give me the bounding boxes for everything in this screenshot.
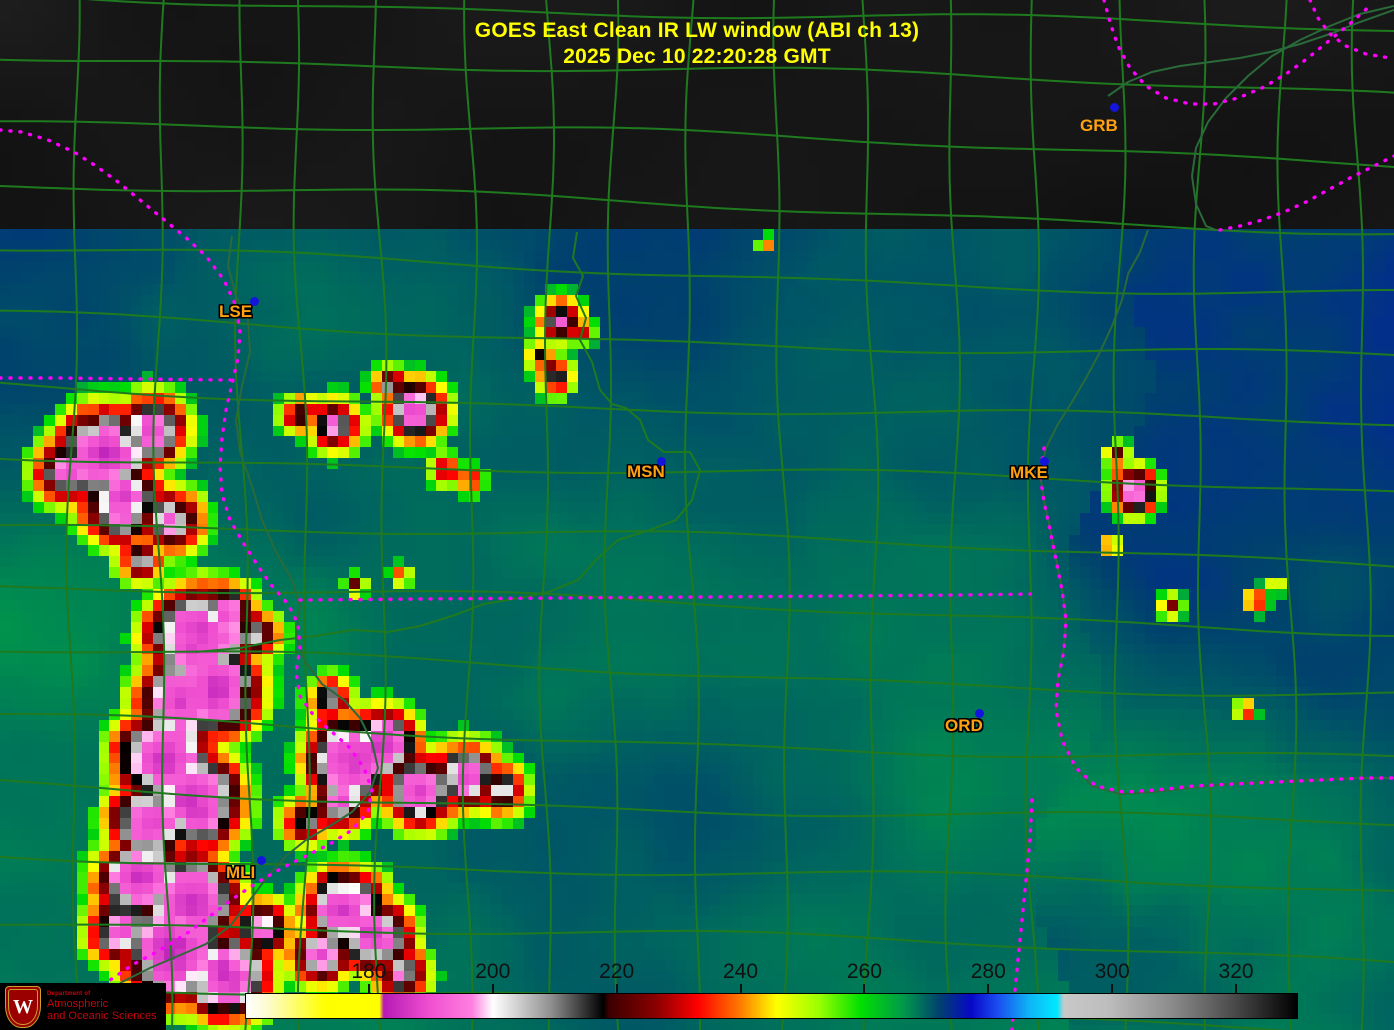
station-dot-lse bbox=[250, 297, 259, 306]
map-line bbox=[195, 231, 702, 653]
map-line bbox=[0, 309, 1394, 356]
map-line bbox=[0, 376, 232, 382]
map-line bbox=[0, 779, 1394, 827]
map-line bbox=[85, 0, 1394, 33]
map-line bbox=[0, 381, 1394, 427]
map-line bbox=[292, 0, 311, 1030]
map-line bbox=[684, 0, 702, 1030]
map-line bbox=[0, 923, 1394, 963]
station-dot-mli bbox=[257, 856, 266, 865]
map-line bbox=[1218, 154, 1394, 232]
map-line bbox=[861, 0, 880, 1030]
map-line bbox=[1308, 0, 1392, 60]
map-line bbox=[461, 0, 479, 1030]
coastline-lines bbox=[87, 5, 1394, 1025]
map-line bbox=[1190, 5, 1394, 231]
map-line bbox=[0, 650, 1394, 697]
uw-aos-logo: W Department of Atmospheric and Oceanic … bbox=[0, 983, 166, 1030]
map-line bbox=[1010, 798, 1034, 1030]
map-line bbox=[0, 855, 1394, 892]
map-line bbox=[298, 592, 1032, 602]
map-line bbox=[0, 248, 1394, 295]
station-label-ord: ORD bbox=[945, 716, 983, 735]
map-line bbox=[1107, 9, 1394, 97]
map-line bbox=[1102, 0, 1374, 106]
map-line bbox=[1038, 446, 1394, 794]
logo-name-line2: and Oceanic Sciences bbox=[47, 1010, 157, 1022]
map-line bbox=[234, 0, 255, 1030]
map-line bbox=[1024, 0, 1040, 1030]
station-label-mli: MLI bbox=[226, 863, 256, 882]
map-line bbox=[87, 235, 380, 1025]
map-line bbox=[1038, 229, 1394, 796]
station-dot-mke bbox=[1040, 457, 1049, 466]
station-dot-msn bbox=[657, 457, 666, 466]
map-line bbox=[1112, 0, 1130, 1030]
map-line bbox=[0, 58, 1394, 94]
station-dot-ord bbox=[975, 709, 984, 718]
map-line bbox=[1350, 0, 1372, 1030]
map-line bbox=[0, 985, 1289, 1030]
station-dot-grb bbox=[1110, 103, 1119, 112]
map-line bbox=[772, 0, 791, 1030]
map-line bbox=[1192, 0, 1213, 1030]
map-line bbox=[603, 0, 620, 1030]
logo-text-block: Department of Atmospheric and Oceanic Sc… bbox=[47, 991, 156, 1022]
logo-name-line1: Atmospheric bbox=[47, 998, 109, 1010]
map-line bbox=[944, 0, 962, 1030]
station-label-mke: MKE bbox=[1010, 463, 1048, 482]
map-line bbox=[152, 0, 174, 1030]
logo-department-line: Department of bbox=[47, 991, 91, 997]
map-line bbox=[371, 0, 388, 1030]
map-line bbox=[0, 120, 1394, 168]
map-line bbox=[0, 585, 1394, 638]
station-label-msn: MSN bbox=[627, 462, 665, 481]
station-label-grb: GRB bbox=[1080, 116, 1118, 135]
map-line bbox=[0, 523, 1394, 568]
map-line bbox=[65, 0, 83, 1030]
map-line bbox=[538, 0, 556, 1030]
map-line bbox=[0, 712, 1394, 758]
crest-letter: W bbox=[13, 995, 33, 1018]
map-line bbox=[0, 184, 1394, 236]
map-line bbox=[1276, 0, 1298, 1030]
uw-crest-icon: W bbox=[5, 985, 41, 1028]
map-line bbox=[0, 128, 374, 1026]
station-label-lse: LSE bbox=[219, 302, 253, 321]
